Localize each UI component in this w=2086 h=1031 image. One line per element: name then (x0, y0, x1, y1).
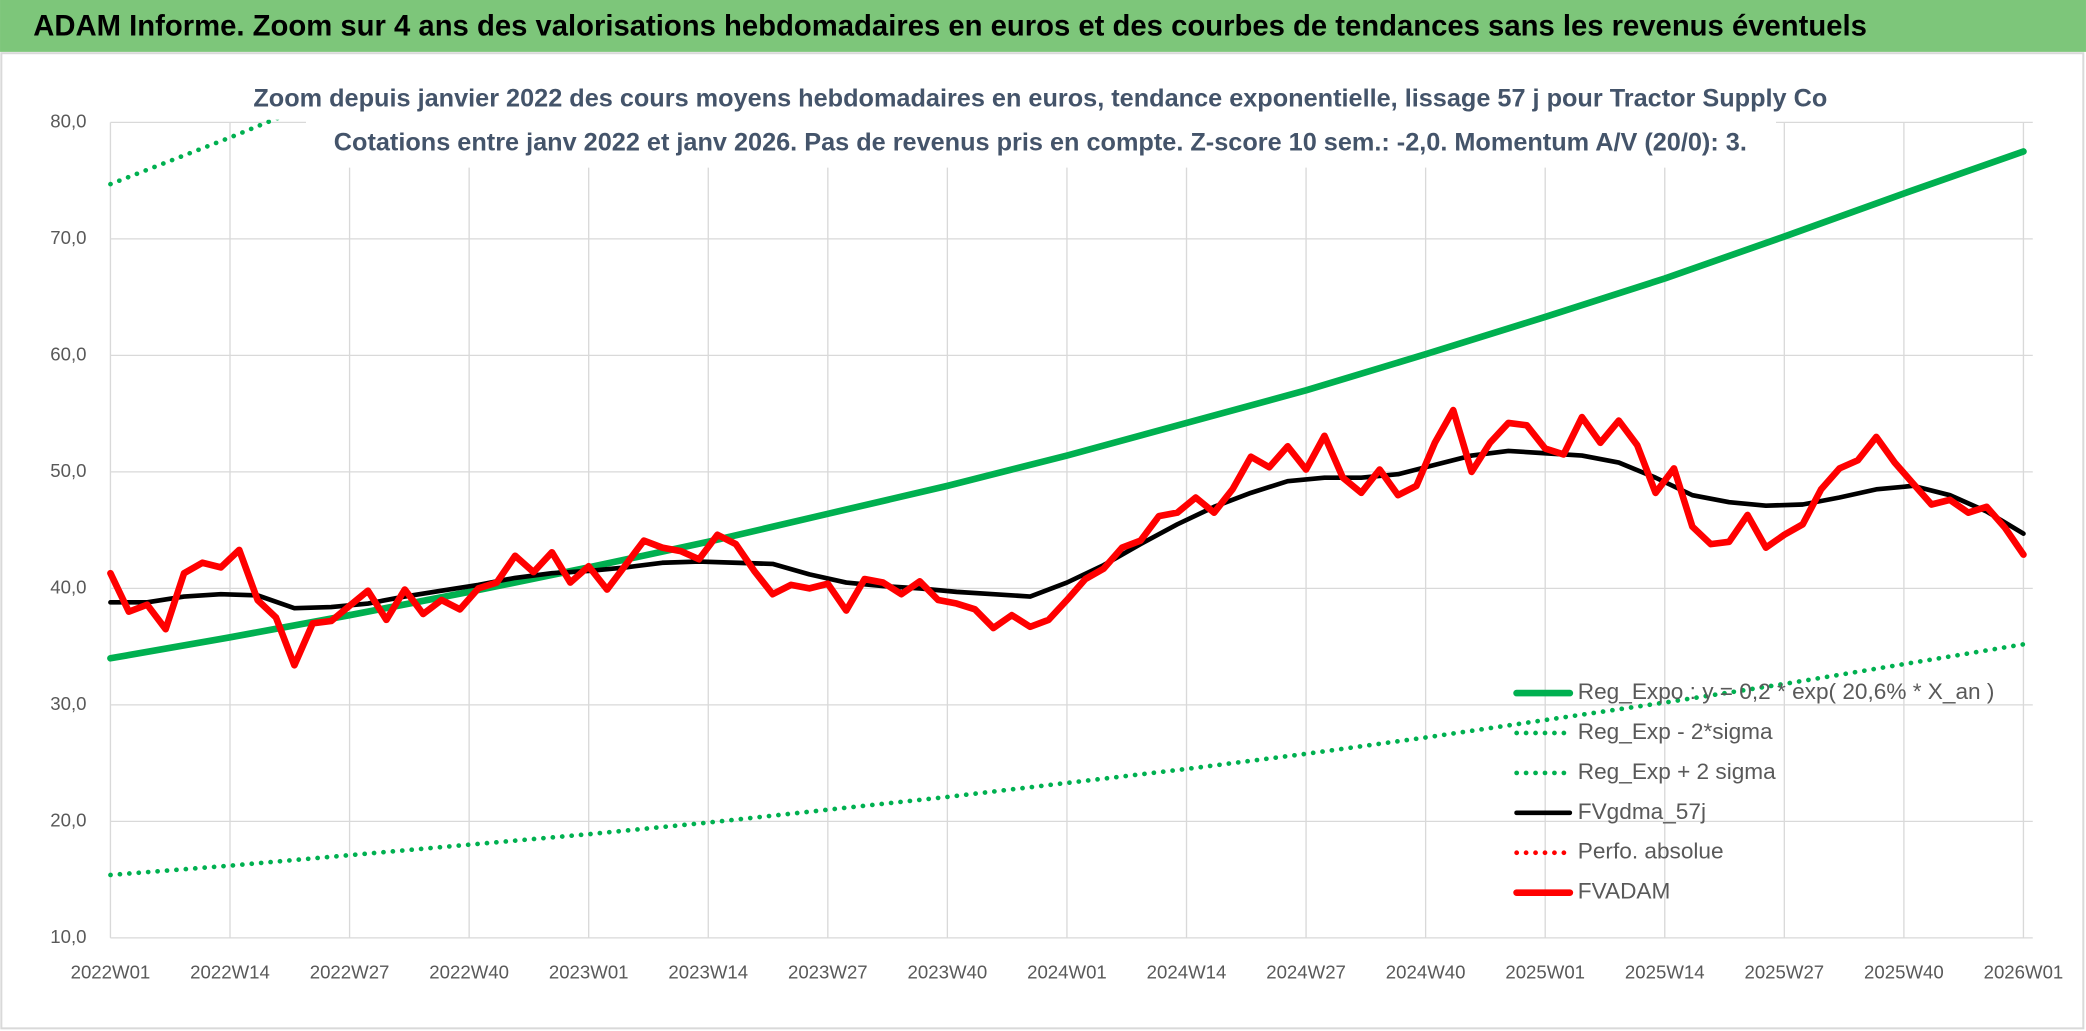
legend-label: Reg_Exp - 2*sigma (1578, 719, 1773, 744)
chart-title: ADAM Informe. Zoom sur 4 ans des valoris… (33, 11, 1867, 43)
x-tick-label: 2025W40 (1864, 962, 1944, 983)
x-tick-label: 2022W40 (429, 962, 509, 983)
series-line (108, 641, 2026, 878)
y-tick-label: 40,0 (50, 576, 86, 597)
series-line (107, 406, 2027, 669)
x-tick-label: 2023W40 (908, 962, 988, 983)
legend: Reg_Expo : y = 0,2 * exp( 20,6% * X_an )… (1513, 679, 1995, 904)
legend-label: Reg_Expo : y = 0,2 * exp( 20,6% * X_an ) (1578, 679, 1995, 704)
subtitle: Cotations entre janv 2022 et janv 2026. … (334, 128, 1747, 156)
x-tick-label: 2022W01 (71, 962, 151, 983)
legend-label: FVADAM (1578, 879, 1671, 904)
x-tick-label: 2024W01 (1027, 962, 1107, 983)
grid: 10,0 20,0 30,0 40,0 50,0 60,0 70,0 80,0 2022W01 2… (50, 110, 2063, 982)
chart-frame (0, 52, 2085, 1030)
y-tick-label: 70,0 (50, 227, 86, 248)
x-tick-label: 2022W14 (190, 962, 270, 983)
x-tick-label: 2023W27 (788, 962, 868, 983)
legend-label: Reg_Exp + 2 sigma (1578, 759, 1776, 784)
y-tick-label: 20,0 (50, 809, 86, 830)
legend-label: FVgdma_57j (1578, 799, 1706, 824)
y-tick-label: 30,0 (50, 693, 86, 714)
x-tick-label: 2023W14 (668, 962, 748, 983)
series-line (108, 448, 2026, 611)
series-line (107, 148, 2027, 662)
x-tick-label: 2023W01 (549, 962, 629, 983)
header-bar (0, 0, 2086, 52)
legend-label: Perfo. absolue (1578, 839, 1724, 864)
y-tick-label: 60,0 (50, 343, 86, 364)
y-tick-label: 80,0 (50, 110, 86, 131)
x-tick-label: 2025W27 (1744, 962, 1824, 983)
x-tick-label: 2026W01 (1984, 962, 2064, 983)
x-tick-label: 2024W27 (1266, 962, 1346, 983)
plot-area (107, 119, 2027, 878)
y-tick-label: 50,0 (50, 460, 86, 481)
x-tick-label: 2025W14 (1625, 962, 1705, 983)
x-tick-label: 2025W01 (1505, 962, 1585, 983)
x-tick-label: 2024W14 (1147, 962, 1227, 983)
x-tick-label: 2024W40 (1386, 962, 1466, 983)
x-tick-label: 2022W27 (310, 962, 390, 983)
y-tick-label: 10,0 (50, 926, 86, 947)
subtitle: Zoom depuis janvier 2022 des cours moyen… (253, 84, 1827, 112)
subtitle-background (306, 79, 1777, 168)
